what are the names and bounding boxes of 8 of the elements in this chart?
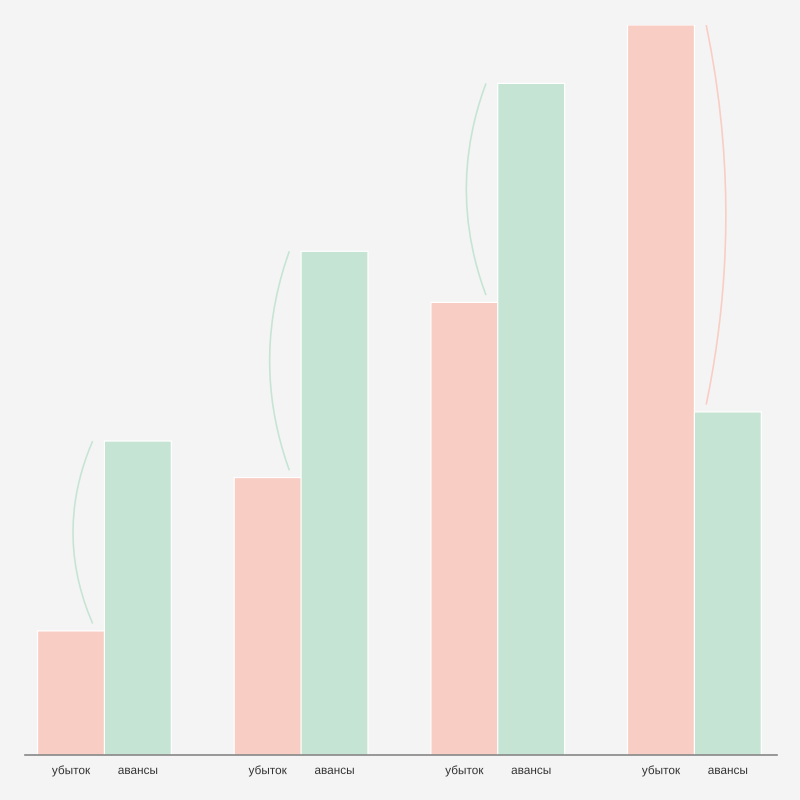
text: убыток [642, 765, 680, 777]
series-label: авансы [118, 768, 158, 774]
text: убыток [248, 765, 287, 777]
text: авансы [512, 768, 550, 774]
series-label: убыток [52, 765, 90, 777]
text: убыток [445, 765, 484, 777]
text: авансы [314, 768, 354, 774]
text: авансы [708, 768, 748, 774]
